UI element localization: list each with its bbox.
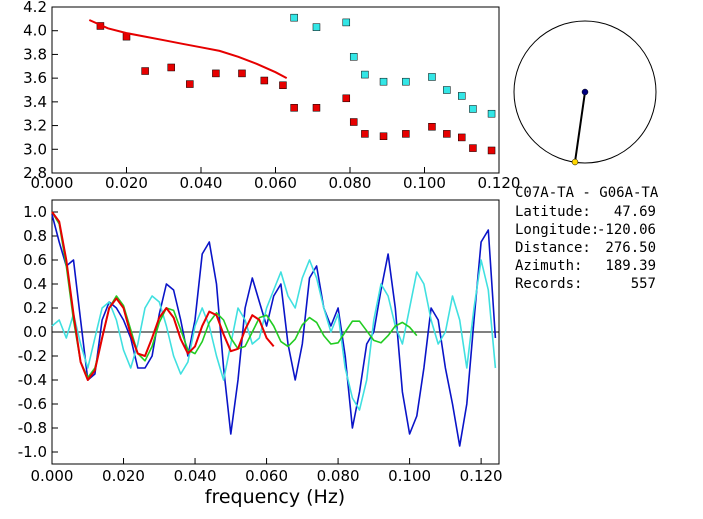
red-square (260, 76, 269, 85)
info-label: Distance: (515, 240, 591, 256)
info-value: 557 (631, 276, 656, 292)
y-tick-label: 3.8 (23, 45, 47, 63)
dispersion-plot: 0.000 0.020 0.040 0.060 0.080 0.100 0.120 2.8 3.… (23, 0, 520, 192)
cyan-square (290, 13, 298, 22)
x-tick-label: 0.100 (388, 467, 431, 485)
y-tick-label: 4.0 (23, 22, 47, 40)
info-label: Latitude: (515, 204, 591, 220)
red-square (402, 130, 410, 138)
dispersion-axis-ticks: 0.000 0.020 0.040 0.060 0.080 0.100 0.120 2.8 3.… (23, 0, 520, 192)
y-tick-label: -1.0 (18, 443, 47, 461)
info-value: 189.39 (605, 258, 656, 274)
red-square (458, 133, 466, 142)
y-tick-label: 0.8 (23, 227, 47, 245)
y-tick-label: 0.4 (23, 275, 47, 293)
info-panel: C07A-TA - G06A-TA Latitude: 47.69 Longitud… (515, 185, 659, 292)
blue-series (51, 214, 497, 447)
correlation-plot: 0.000 0.020 0.040 0.060 0.080 0.100 0.120 1.0 0.… (18, 199, 503, 508)
y-tick-label: 0.2 (23, 299, 47, 317)
x-tick-label: 0.040 (180, 174, 223, 192)
cyan-square (312, 23, 321, 31)
y-tick-label: 2.8 (23, 164, 47, 182)
y-tick-label: 3.4 (23, 93, 47, 111)
red-square (487, 146, 496, 155)
cyan-square (458, 92, 466, 100)
red-square (186, 80, 194, 88)
cyan-square (487, 109, 496, 118)
info-value: 47.69 (614, 204, 656, 220)
cyan-square (443, 86, 451, 94)
red-square (342, 94, 351, 103)
x-axis-label: frequency (Hz) (205, 486, 345, 508)
red-curve (88, 19, 288, 79)
red-square (312, 104, 321, 112)
cyan-square (428, 73, 436, 81)
red-square (279, 81, 287, 90)
red-square (469, 144, 477, 152)
info-value: -120.06 (597, 222, 656, 238)
y-tick-label: -0.6 (18, 395, 47, 413)
x-tick-label: 0.120 (460, 467, 503, 485)
info-label: Azimuth: (515, 258, 582, 274)
red-series (51, 211, 275, 381)
dispersion-data (88, 13, 496, 155)
red-square (167, 63, 175, 72)
station-a-marker (581, 88, 589, 96)
path-line (574, 91, 586, 163)
x-tick-label: 0.020 (102, 467, 145, 485)
info-label: Records: (515, 276, 582, 292)
cyan-square (349, 53, 358, 61)
y-tick-label: 3.2 (23, 117, 47, 135)
x-tick-label: 0.040 (174, 467, 217, 485)
map-inset (513, 20, 657, 166)
x-tick-label: 0.100 (403, 174, 446, 192)
cyan-square (402, 77, 410, 86)
x-tick-label: 0.120 (478, 174, 521, 192)
x-tick-label: 0.000 (31, 467, 74, 485)
lightcyan-series (51, 259, 497, 411)
red-square (379, 132, 388, 140)
y-tick-label: 3.6 (23, 69, 47, 87)
y-tick-label: -0.4 (18, 371, 47, 389)
red-square (361, 130, 369, 138)
map-circle (513, 20, 657, 164)
station-b-marker (571, 158, 579, 166)
red-square (290, 104, 298, 112)
info-title: C07A-TA - G06A-TA (515, 185, 659, 201)
x-tick-label: 0.080 (317, 467, 360, 485)
red-square (238, 69, 246, 78)
cyan-square (342, 18, 351, 27)
info-label: Longitude: (515, 222, 599, 238)
y-tick-label: -0.8 (18, 419, 47, 437)
cyan-square (361, 70, 369, 79)
x-tick-label: 0.060 (254, 174, 297, 192)
y-tick-label: 3.0 (23, 140, 47, 158)
red-square (212, 69, 220, 78)
red-square (428, 123, 436, 131)
red-square (443, 130, 451, 138)
correlation-data (51, 211, 497, 447)
y-tick-label: 4.2 (23, 0, 47, 16)
correlation-axis-ticks: 0.000 0.020 0.040 0.060 0.080 0.100 0.120 1.0 0.… (18, 203, 503, 485)
cyan-square (469, 105, 477, 113)
green-series (51, 211, 418, 379)
y-tick-label: 0.0 (23, 323, 47, 341)
red-square (349, 118, 358, 126)
red-square (141, 67, 149, 75)
cyan-square (379, 77, 388, 86)
y-tick-label: 0.6 (23, 251, 47, 269)
y-tick-label: 1.0 (23, 203, 47, 221)
x-tick-label: 0.060 (245, 467, 288, 485)
info-value: 276.50 (605, 240, 656, 256)
x-tick-label: 0.000 (31, 174, 74, 192)
y-tick-label: -0.2 (18, 347, 47, 365)
x-tick-label: 0.020 (105, 174, 148, 192)
x-tick-label: 0.080 (329, 174, 372, 192)
